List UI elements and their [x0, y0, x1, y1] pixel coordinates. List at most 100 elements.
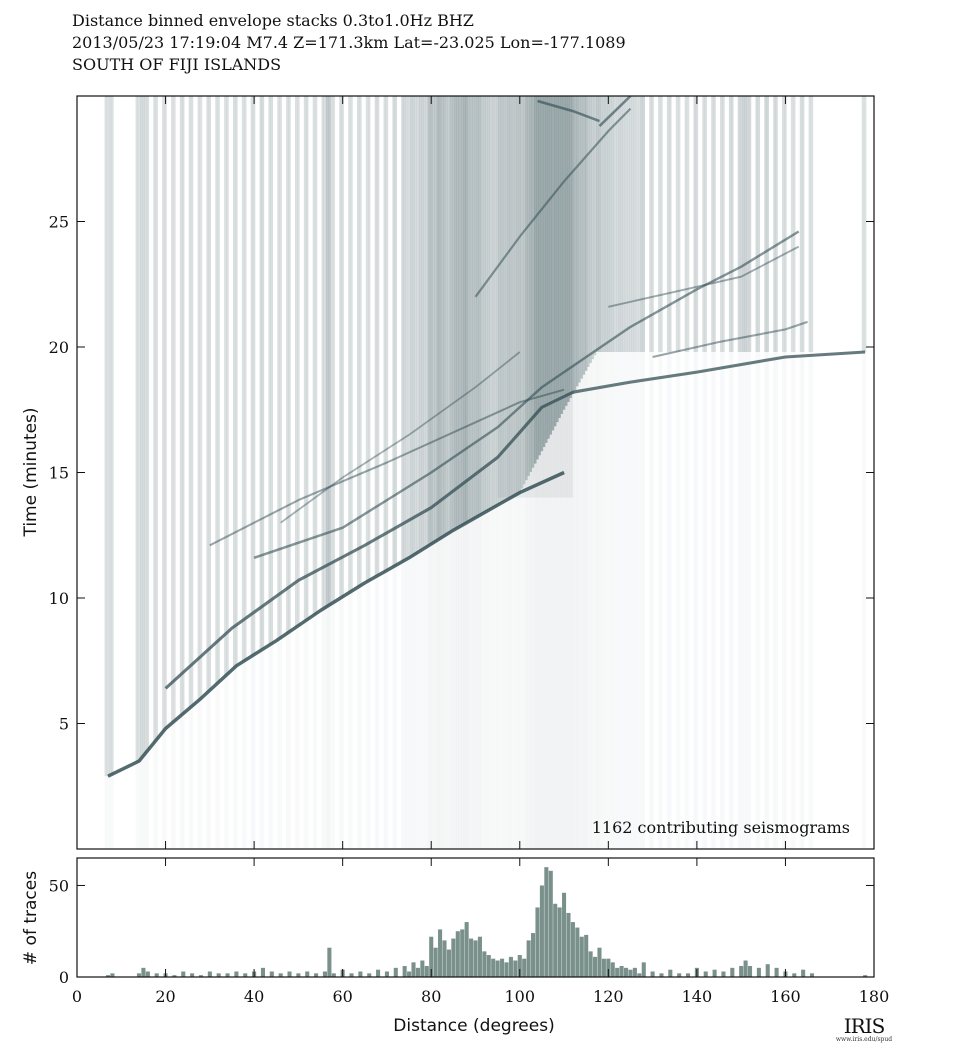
trace-column [666, 96, 670, 353]
trace-tail [560, 413, 564, 849]
histogram-bar [588, 951, 593, 977]
trace-tail [456, 527, 459, 849]
trace-column [385, 96, 389, 571]
trace-column [622, 96, 626, 353]
trace-column [801, 96, 805, 353]
x-tick-label: 160 [770, 987, 801, 1006]
histogram-bar [424, 966, 429, 977]
trace-tail [623, 352, 625, 849]
trace-column [436, 96, 440, 540]
trace-tail [483, 512, 486, 849]
trace-column [489, 96, 493, 509]
trace-column [394, 96, 397, 566]
trace-column [348, 96, 351, 593]
histogram-x-ticks: 0 20 40 60 80 100 120 140 160 180 [72, 96, 889, 1006]
trace-column [312, 96, 316, 616]
histogram-bar [535, 907, 540, 977]
histogram-bar [721, 971, 726, 977]
trace-tail [600, 352, 602, 849]
trace-column [403, 96, 406, 561]
plot-header: Distance binned envelope stacks 0.3to1.0… [72, 10, 626, 76]
histogram-bar [376, 969, 381, 977]
trace-tail [438, 538, 442, 849]
histogram-bar [172, 975, 177, 977]
trace-tail [687, 352, 689, 849]
trace-tail [631, 352, 633, 849]
trace-tail [492, 508, 494, 849]
trace-column [576, 96, 579, 387]
trace-column [711, 96, 714, 353]
trace-column [392, 96, 395, 567]
trace-column [332, 96, 336, 603]
trace-tail [153, 742, 155, 849]
trace-column [525, 96, 528, 481]
trace-column [303, 96, 307, 622]
trace-column [591, 96, 595, 360]
trace-column [434, 96, 437, 542]
trace-tail [573, 390, 577, 849]
trace-tail [384, 572, 386, 849]
trace-tail [262, 649, 264, 849]
trace-tail [430, 544, 433, 849]
trace-column [728, 96, 732, 353]
trace-column [179, 96, 183, 716]
histogram-bar [677, 973, 682, 977]
trace-tail [209, 690, 211, 849]
histogram-bar [464, 922, 469, 977]
trace-tail [105, 776, 107, 849]
trace-column [531, 96, 535, 468]
trace-tail [447, 532, 451, 849]
trace-column [438, 96, 442, 539]
trace-tail [738, 352, 740, 849]
trace-tail [467, 521, 471, 849]
histogram-bar [433, 947, 438, 977]
trace-column [587, 96, 590, 367]
trace-column [224, 96, 227, 676]
trace-column [496, 96, 499, 506]
trace-tail [423, 548, 425, 849]
trace-column [536, 96, 539, 460]
histogram-bar [402, 966, 407, 977]
trace-column [294, 96, 298, 628]
trace-tail [584, 370, 588, 849]
histogram-bar [105, 975, 111, 977]
histogram-bar [296, 973, 301, 977]
trace-column [527, 96, 530, 477]
trace-tail [144, 753, 146, 849]
trace-tail [578, 382, 581, 849]
trace-tail [545, 442, 548, 849]
trace-column [244, 96, 247, 661]
phase-curve-5 [537, 99, 600, 123]
trace-tail [217, 682, 219, 849]
trace-column [232, 96, 236, 668]
trace-tail [649, 352, 651, 849]
histogram-bar [730, 967, 735, 977]
trace-tail [565, 405, 568, 849]
logo-url: www.iris.edu/spud [835, 1036, 893, 1043]
trace-tail [567, 401, 570, 849]
trace-column [503, 96, 506, 502]
trace-column [722, 96, 725, 353]
trace-tail [634, 352, 636, 849]
trace-tail [406, 559, 408, 849]
trace-column [808, 96, 811, 353]
histogram-bar [473, 940, 478, 977]
trace-column [578, 96, 581, 383]
trace-column [405, 96, 409, 560]
phase-curve-3 [253, 230, 800, 559]
trace-column [410, 96, 413, 557]
x-tick-label: 180 [859, 987, 890, 1006]
trace-tail [182, 713, 184, 849]
trace-column [330, 96, 333, 604]
trace-tail [551, 430, 555, 849]
trace-tail [235, 666, 237, 849]
trace-column [467, 96, 471, 522]
trace-column [430, 96, 433, 545]
trace-tail [375, 577, 377, 849]
trace-column [359, 96, 362, 586]
histogram-bar [601, 958, 606, 977]
trace-tail [862, 352, 864, 849]
trace-column [624, 96, 628, 353]
trace-tail [651, 352, 653, 849]
trace-tail [426, 547, 428, 849]
